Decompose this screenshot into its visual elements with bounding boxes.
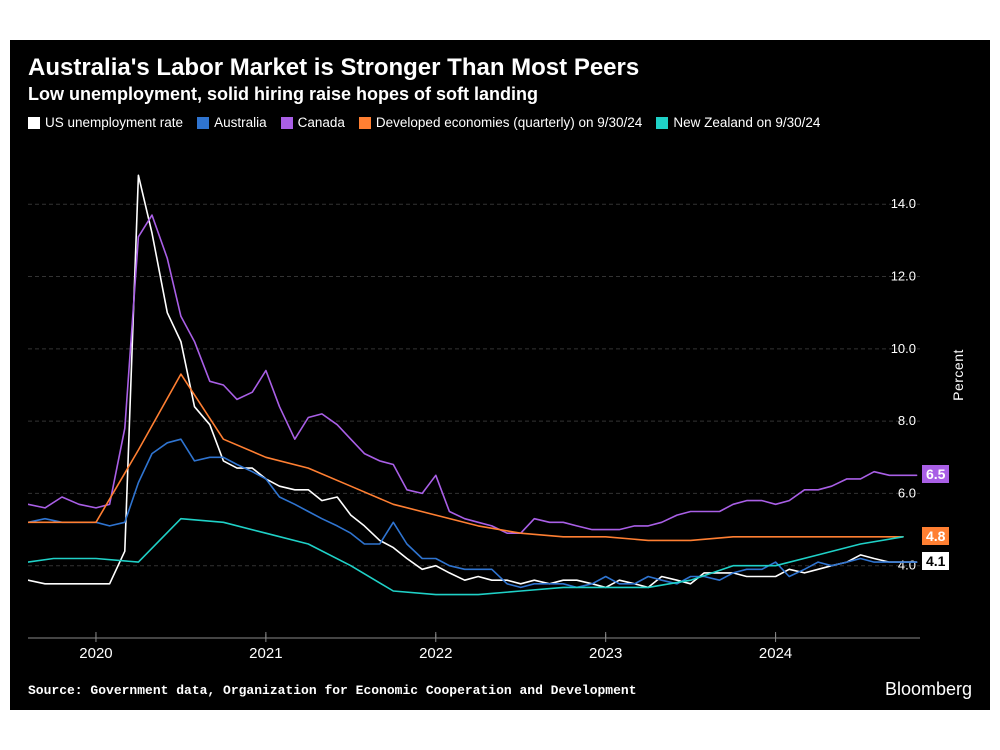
line-chart-svg: 4.0 6.0 8.0 10.0 12.0 14.0 2020 2021 2022 2023 202…	[28, 150, 920, 662]
page-container: Australia's Labor Market is Stronger Tha…	[0, 0, 1000, 750]
chart-title: Australia's Labor Market is Stronger Tha…	[10, 40, 990, 84]
svg-text:2023: 2023	[589, 645, 622, 662]
legend-swatch	[359, 117, 371, 129]
chart-subtitle: Low unemployment, solid hiring raise hop…	[10, 84, 990, 113]
svg-text:8.0: 8.0	[898, 413, 916, 428]
chart-source: Source: Government data, Organization fo…	[28, 683, 637, 698]
svg-text:6.0: 6.0	[898, 485, 916, 500]
svg-text:4.0: 4.0	[898, 558, 916, 573]
series-end-label: 4.8	[922, 527, 949, 545]
legend-item: US unemployment rate	[28, 115, 183, 130]
svg-text:2020: 2020	[79, 645, 112, 662]
svg-text:2024: 2024	[759, 645, 792, 662]
svg-text:14.0: 14.0	[891, 196, 916, 211]
legend-item: New Zealand on 9/30/24	[656, 115, 820, 130]
legend-label: New Zealand on 9/30/24	[673, 115, 820, 130]
legend-label: Australia	[214, 115, 267, 130]
legend-swatch	[281, 117, 293, 129]
legend-label: Developed economies (quarterly) on 9/30/…	[376, 115, 642, 130]
plot-area: 4.0 6.0 8.0 10.0 12.0 14.0 2020 2021 2022 2023 202…	[28, 150, 920, 662]
svg-text:2022: 2022	[419, 645, 452, 662]
legend-label: Canada	[298, 115, 345, 130]
legend-label: US unemployment rate	[45, 115, 183, 130]
legend-item: Canada	[281, 115, 345, 130]
legend-item: Developed economies (quarterly) on 9/30/…	[359, 115, 642, 130]
svg-text:12.0: 12.0	[891, 269, 916, 284]
chart-panel: Australia's Labor Market is Stronger Tha…	[10, 40, 990, 710]
legend-swatch	[197, 117, 209, 129]
series-end-label: 6.5	[922, 465, 949, 483]
legend-swatch	[656, 117, 668, 129]
legend-item: Australia	[197, 115, 267, 130]
series-end-label: 4.1	[922, 552, 949, 570]
svg-text:10.0: 10.0	[891, 341, 916, 356]
brand-label: Bloomberg	[885, 679, 972, 700]
chart-legend: US unemployment rate Australia Canada Devel…	[10, 113, 990, 138]
y-axis-title: Percent	[950, 349, 966, 401]
svg-text:2021: 2021	[249, 645, 282, 662]
legend-swatch	[28, 117, 40, 129]
